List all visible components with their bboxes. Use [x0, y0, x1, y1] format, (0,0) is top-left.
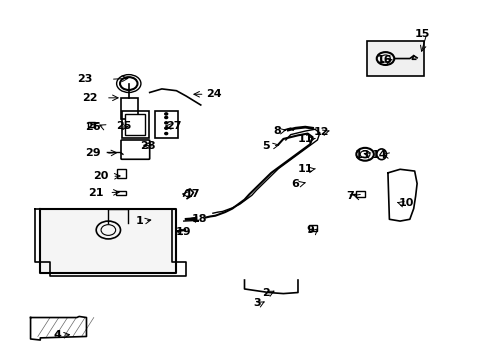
Circle shape — [164, 132, 167, 135]
Text: 12: 12 — [313, 127, 328, 137]
Text: 17: 17 — [184, 189, 199, 199]
Text: 22: 22 — [82, 93, 98, 103]
Text: 2: 2 — [262, 288, 270, 297]
Polygon shape — [183, 189, 193, 199]
Bar — [116, 191, 126, 195]
Text: 27: 27 — [166, 121, 182, 131]
Bar — [88, 122, 95, 127]
Polygon shape — [244, 280, 297, 294]
Bar — [120, 98, 137, 119]
Circle shape — [164, 122, 167, 124]
Text: 8: 8 — [273, 126, 281, 136]
Bar — [356, 192, 365, 197]
Text: 11: 11 — [297, 164, 312, 174]
Bar — [366, 41, 424, 76]
Text: 19: 19 — [176, 227, 191, 237]
Text: 23: 23 — [77, 74, 93, 84]
Text: 7: 7 — [346, 191, 354, 201]
Polygon shape — [387, 169, 416, 221]
Text: 11: 11 — [297, 134, 312, 144]
Text: 9: 9 — [305, 225, 313, 235]
Text: 13: 13 — [354, 150, 369, 160]
Text: 18: 18 — [192, 214, 207, 224]
Polygon shape — [40, 208, 176, 273]
Text: 16: 16 — [376, 55, 391, 65]
Text: 29: 29 — [85, 148, 101, 158]
Text: 25: 25 — [116, 121, 131, 131]
Circle shape — [164, 116, 167, 118]
Bar — [125, 114, 144, 135]
Text: 15: 15 — [413, 28, 429, 39]
FancyBboxPatch shape — [121, 140, 149, 159]
Text: 20: 20 — [93, 171, 108, 181]
Polygon shape — [35, 208, 186, 276]
Circle shape — [164, 127, 167, 129]
Text: 4: 4 — [53, 330, 61, 341]
Bar — [122, 111, 148, 138]
Text: 26: 26 — [85, 122, 101, 132]
Text: 21: 21 — [88, 188, 104, 198]
Text: 3: 3 — [252, 298, 260, 308]
Text: 10: 10 — [397, 198, 413, 208]
Text: 24: 24 — [206, 89, 222, 99]
Text: 1: 1 — [136, 216, 143, 226]
Text: 14: 14 — [371, 150, 386, 160]
Bar — [308, 225, 317, 231]
Polygon shape — [30, 316, 86, 340]
Bar — [117, 169, 125, 178]
Text: 28: 28 — [140, 141, 156, 151]
Circle shape — [164, 113, 167, 115]
Text: 6: 6 — [291, 179, 299, 189]
Text: 5: 5 — [262, 141, 270, 151]
Bar — [154, 111, 178, 138]
